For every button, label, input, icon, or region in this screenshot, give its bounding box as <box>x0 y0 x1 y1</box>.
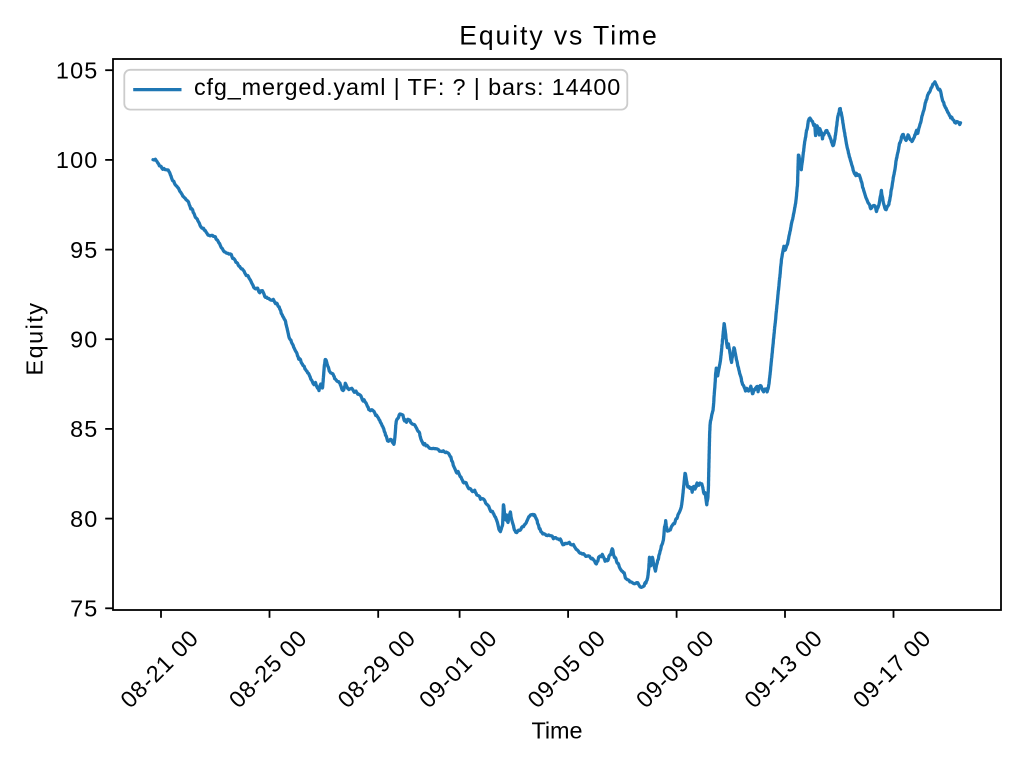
svg-text:80: 80 <box>70 506 98 532</box>
svg-text:75: 75 <box>70 596 98 622</box>
svg-text:Equity: Equity <box>21 301 47 375</box>
svg-text:cfg_merged.yaml | TF: ? | bars: cfg_merged.yaml | TF: ? | bars: 14400 <box>194 74 621 100</box>
svg-text:Time: Time <box>531 718 582 744</box>
svg-text:105: 105 <box>56 57 99 83</box>
svg-text:100: 100 <box>56 147 99 173</box>
svg-text:90: 90 <box>70 326 98 352</box>
svg-text:95: 95 <box>70 237 98 263</box>
svg-text:Equity vs Time: Equity vs Time <box>459 21 659 51</box>
svg-text:85: 85 <box>70 416 98 442</box>
